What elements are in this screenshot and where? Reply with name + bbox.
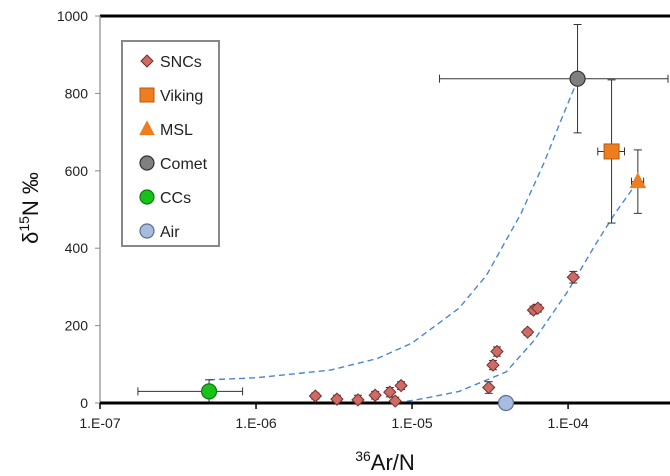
data-point-comet (569, 70, 586, 87)
x-tick-label: 1.E-05 (391, 415, 432, 431)
legend-marker-viking (139, 87, 155, 103)
data-point-sncs (388, 394, 402, 408)
y-tick-label: 0 (80, 395, 88, 411)
data-point-sncs (482, 380, 496, 395)
x-tick-label: 1.E-04 (547, 415, 588, 431)
legend-marker-air (139, 223, 155, 239)
y-axis-label: δ15N ‰ (16, 172, 43, 244)
axes: 0 200 400 600 800 1000 1.E-07 1.E-06 1.E-05 1.E-0… (57, 8, 670, 431)
legend-label-msl: MSL (160, 122, 193, 139)
x-tick-label: 1.E-07 (79, 415, 120, 431)
y-tick-label: 400 (65, 240, 89, 256)
x-tick-label: 1.E-06 (235, 415, 276, 431)
data-point-sncs (566, 270, 581, 284)
fit-curve (209, 79, 579, 381)
legend-marker-comet (139, 155, 155, 171)
fit-curve (396, 181, 639, 404)
data-point-sncs (394, 378, 408, 393)
legend-marker-msl (139, 120, 155, 136)
data-point-sncs (490, 344, 504, 359)
data-point-air (497, 394, 515, 412)
data-point-sncs (368, 388, 382, 402)
y-tick-label: 600 (65, 163, 89, 179)
y-tick-label: 1000 (57, 8, 88, 24)
data-point-sncs (520, 325, 535, 339)
data-point-sncs (351, 393, 365, 407)
data-point-sncs (308, 389, 323, 403)
fit-curves (209, 79, 639, 404)
y-tick-label: 200 (65, 318, 89, 334)
data-point-viking (603, 143, 620, 160)
legend-marker-sncs (140, 54, 154, 68)
data-point-sncs (383, 385, 397, 399)
data-point-msl (629, 172, 647, 189)
legend-label-viking: Viking (160, 88, 203, 105)
legend-box (121, 40, 220, 247)
data-points (200, 70, 647, 412)
legend-label-comet: Comet (160, 156, 208, 173)
x-axis-label: 36Ar/N (355, 448, 415, 475)
data-point-sncs (486, 358, 500, 372)
data-point-sncs (330, 392, 344, 406)
legend-label-sncs: SNCs (160, 54, 202, 71)
data-point-sncs (531, 301, 545, 315)
y-tick-label: 800 (65, 85, 89, 101)
legend-marker-ccs (139, 189, 155, 205)
legend-label-ccs: CCs (160, 190, 191, 207)
legend-label-air: Air (160, 224, 180, 241)
legend: SNCs Viking MSL Comet CCs Air (121, 40, 220, 247)
data-point-ccs (200, 383, 218, 400)
